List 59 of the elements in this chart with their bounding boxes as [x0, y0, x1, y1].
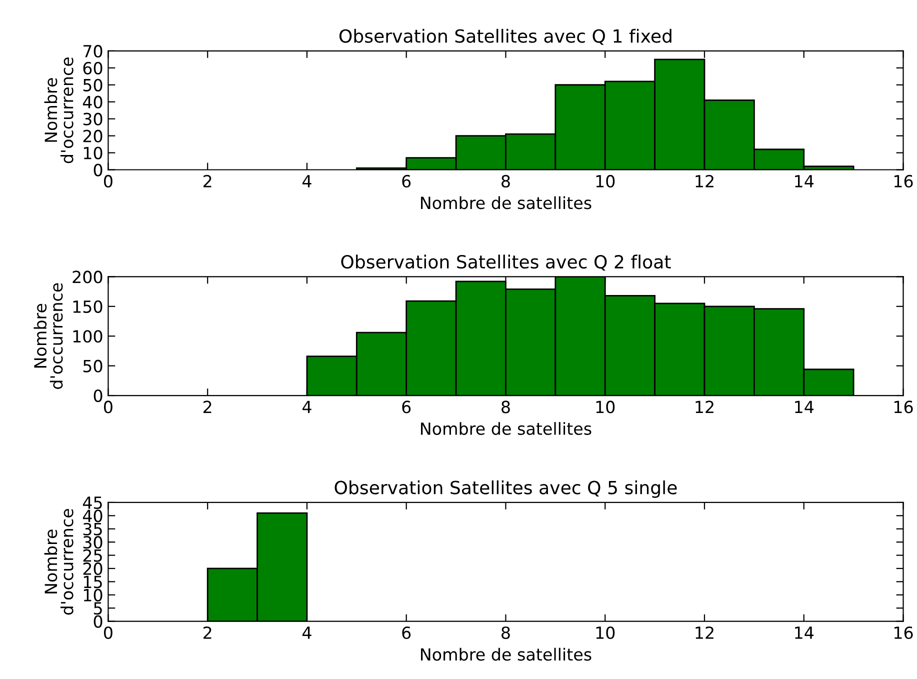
x-tick-label: 14 [795, 400, 814, 414]
y-tick-label: 20 [83, 130, 102, 142]
x-axis-title: Nombre de satellites [421, 648, 592, 661]
y-axis-title: Nombre d'occurrence [34, 283, 63, 389]
y-axis-title: Nombre d'occurrence [44, 57, 74, 164]
chart-title: Observation Satellites avec Q 2 float [341, 254, 671, 271]
x-tick-label: 6 [402, 626, 411, 640]
y-tick-label: 50 [83, 78, 102, 92]
y-tick-label: 70 [84, 44, 102, 58]
x-tick-label: 12 [696, 626, 714, 639]
y-tick-label: 35 [83, 522, 102, 536]
y-tick-label: 40 [82, 96, 102, 108]
y-tick-label: 50 [83, 360, 102, 372]
x-tick-label: 12 [696, 174, 714, 188]
chart-title: Observation Satellites avec Q 5 single [334, 480, 677, 498]
x-tick-label: 14 [795, 626, 814, 639]
x-tick-label: 10 [596, 174, 615, 188]
y-tick-label: 60 [83, 62, 102, 74]
y-tick-label: 15 [84, 576, 102, 588]
y-tick-label: 10 [84, 588, 102, 602]
y-tick-label: 30 [83, 112, 102, 126]
x-tick-label: 0 [104, 626, 112, 640]
x-axis-title: Nombre de satellites [421, 196, 592, 210]
x-tick-label: 16 [894, 400, 913, 414]
y-tick-label: 0 [94, 389, 102, 402]
y-tick-label: 20 [83, 562, 102, 576]
x-tick-label: 16 [894, 626, 913, 640]
x-tick-label: 14 [795, 175, 814, 188]
x-tick-label: 10 [596, 400, 615, 414]
x-tick-label: 4 [302, 400, 312, 414]
x-tick-label: 2 [204, 174, 212, 188]
x-tick-label: 2 [204, 400, 212, 414]
x-tick-label: 0 [104, 174, 112, 188]
y-tick-label: 150 [73, 300, 102, 313]
y-tick-label: 0 [94, 164, 102, 176]
y-tick-label: 45 [82, 496, 102, 510]
x-tick-label: 8 [502, 174, 510, 188]
x-tick-label: 10 [596, 626, 615, 640]
y-tick-label: 0 [94, 615, 102, 628]
y-tick-label: 100 [73, 330, 102, 343]
y-tick-label: 5 [94, 602, 102, 615]
x-axis-title: Nombre de satellites [421, 422, 592, 435]
x-tick-label: 2 [204, 626, 212, 639]
x-tick-label: 6 [402, 174, 411, 188]
x-tick-label: 4 [302, 626, 312, 639]
x-tick-label: 6 [402, 400, 411, 414]
x-tick-label: 4 [302, 175, 312, 188]
y-tick-label: 30 [83, 536, 102, 549]
x-tick-label: 16 [894, 174, 913, 188]
x-tick-label: 8 [502, 400, 510, 414]
chart-title: Observation Satellites avec Q 1 fixed [339, 28, 672, 45]
y-tick-label: 25 [83, 549, 102, 562]
y-tick-label: 40 [82, 510, 102, 522]
x-tick-label: 0 [104, 400, 112, 414]
y-tick-label: 10 [84, 146, 102, 160]
y-axis-title: Nombre d'occurrence [44, 509, 74, 615]
x-tick-label: 12 [696, 400, 714, 414]
x-tick-label: 8 [502, 626, 510, 640]
y-tick-label: 200 [72, 270, 102, 284]
